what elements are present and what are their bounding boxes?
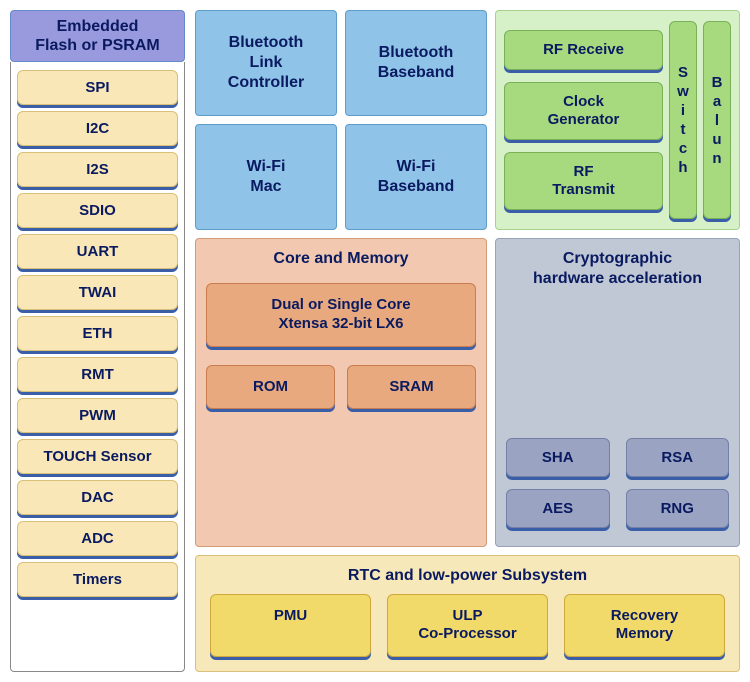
rom-block: ROM: [206, 365, 335, 410]
pmu-block: PMU: [210, 594, 371, 658]
bt-wifi-grid: BluetoothLinkController BluetoothBaseban…: [195, 10, 487, 230]
sram-block: SRAM: [347, 365, 476, 410]
block-diagram: EmbeddedFlash or PSRAM SPI I2C I2S SDIO …: [10, 10, 740, 672]
peripheral-spi: SPI: [17, 70, 178, 105]
ulp-block: ULPCo-Processor: [387, 594, 548, 658]
radio-row: BluetoothLinkController BluetoothBaseban…: [195, 10, 740, 230]
peripheral-pwm: PWM: [17, 398, 178, 433]
rf-balun: Balun: [703, 21, 731, 219]
peripheral-adc: ADC: [17, 521, 178, 556]
bluetooth-link-controller: BluetoothLinkController: [195, 10, 337, 116]
right-column: BluetoothLinkController BluetoothBaseban…: [195, 10, 740, 672]
peripheral-dac: DAC: [17, 480, 178, 515]
rf-right-col: Switch Balun: [669, 21, 731, 219]
rf-left-col: RF Receive ClockGenerator RFTransmit: [504, 21, 663, 219]
peripheral-eth: ETH: [17, 316, 178, 351]
crypto-aes: AES: [506, 489, 610, 528]
crypto-grid: SHA RSA AES RNG: [506, 438, 729, 528]
rf-receive: RF Receive: [504, 30, 663, 70]
peripheral-rmt: RMT: [17, 357, 178, 392]
wifi-mac: Wi-FiMac: [195, 124, 337, 230]
core-mem-row: ROM SRAM: [206, 365, 476, 410]
peripheral-i2c: I2C: [17, 111, 178, 146]
rtc-panel: RTC and low-power Subsystem PMU ULPCo-Pr…: [195, 555, 740, 673]
core-memory-panel: Core and Memory Dual or Single CoreXtens…: [195, 238, 487, 547]
crypto-rsa: RSA: [626, 438, 730, 477]
peripheral-sdio: SDIO: [17, 193, 178, 228]
wifi-baseband: Wi-FiBaseband: [345, 124, 487, 230]
flash-header: EmbeddedFlash or PSRAM: [10, 10, 185, 62]
crypto-sha: SHA: [506, 438, 610, 477]
peripheral-twai: TWAI: [17, 275, 178, 310]
peripheral-i2s: I2S: [17, 152, 178, 187]
mid-row: Core and Memory Dual or Single CoreXtens…: [195, 238, 740, 547]
crypto-title: Cryptographichardware acceleration: [506, 249, 729, 289]
crypto-panel: Cryptographichardware acceleration SHA R…: [495, 238, 740, 547]
bluetooth-baseband: BluetoothBaseband: [345, 10, 487, 116]
peripherals-panel: SPI I2C I2S SDIO UART TWAI ETH RMT PWM T…: [10, 62, 185, 672]
rf-transmit: RFTransmit: [504, 152, 663, 210]
crypto-rng: RNG: [626, 489, 730, 528]
peripheral-touch: TOUCH Sensor: [17, 439, 178, 474]
rtc-title: RTC and low-power Subsystem: [210, 566, 725, 586]
peripheral-uart: UART: [17, 234, 178, 269]
core-title: Core and Memory: [206, 249, 476, 269]
peripheral-timers: Timers: [17, 562, 178, 597]
rf-panel: RF Receive ClockGenerator RFTransmit Swi…: [495, 10, 740, 230]
clock-generator: ClockGenerator: [504, 82, 663, 140]
cpu-block: Dual or Single CoreXtensa 32-bit LX6: [206, 283, 476, 347]
recovery-block: RecoveryMemory: [564, 594, 725, 658]
left-column: EmbeddedFlash or PSRAM SPI I2C I2S SDIO …: [10, 10, 185, 672]
rf-switch: Switch: [669, 21, 697, 219]
rtc-row: PMU ULPCo-Processor RecoveryMemory: [210, 594, 725, 658]
